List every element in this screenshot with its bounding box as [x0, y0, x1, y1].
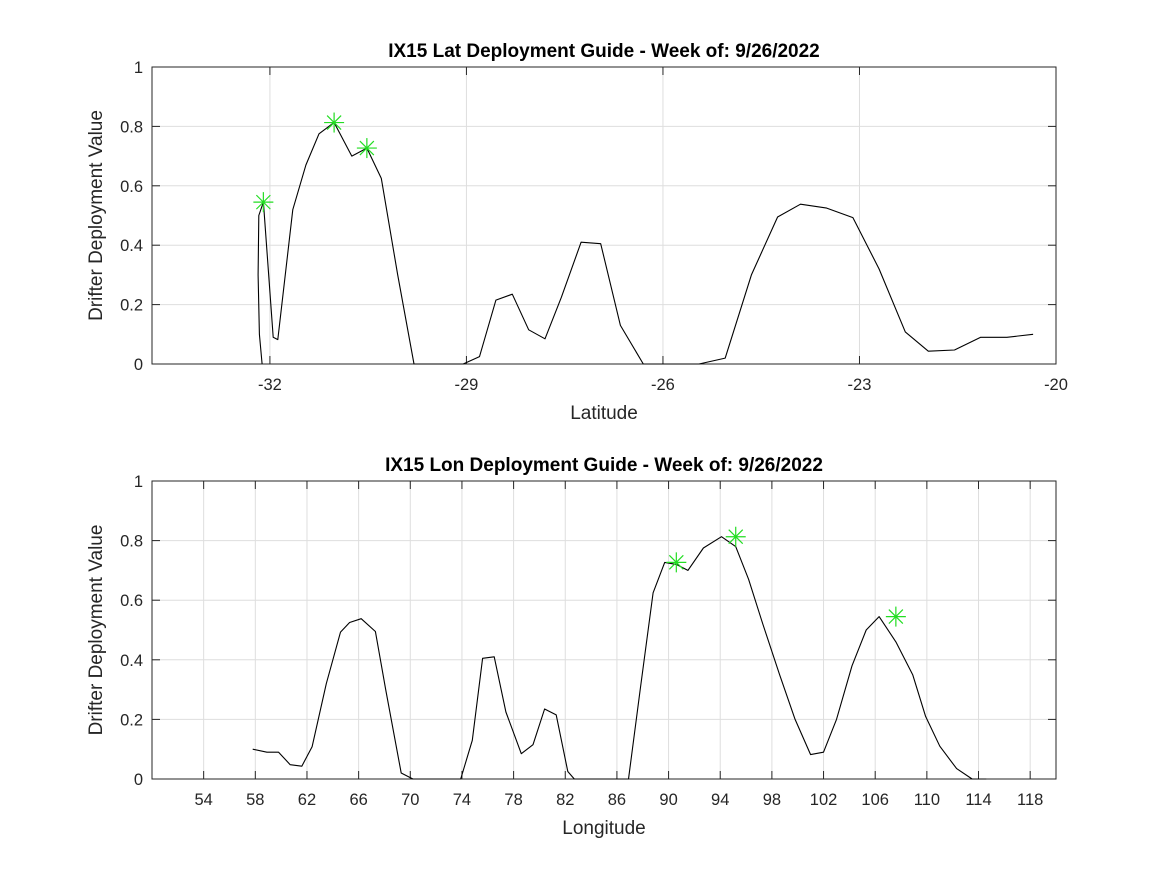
lat-y-axis-label: Drifter Deployment Value [86, 110, 107, 321]
lat-plot-area [152, 67, 1056, 364]
lon-x-tick-label: 54 [194, 791, 212, 809]
lon-x-tick-label: 78 [504, 791, 522, 809]
lon-x-tick-label: 74 [453, 791, 471, 809]
lat-x-axis-label: Latitude [570, 403, 638, 424]
lon-x-tick-label: 58 [246, 791, 264, 809]
lon-x-tick-label: 82 [556, 791, 574, 809]
lon-x-axis-label: Longitude [562, 818, 645, 839]
lat-y-tick-label: 0 [134, 356, 143, 374]
lon-y-tick-label: 0 [134, 771, 143, 789]
lon-x-tick-label: 62 [298, 791, 316, 809]
lat-x-tick-label: -32 [258, 376, 282, 394]
lon-y-tick-label: 1 [134, 473, 143, 491]
lat-x-tick-label: -29 [455, 376, 479, 394]
lat-y-tick-label: 0.2 [120, 297, 143, 315]
lon-x-tick-label: 90 [659, 791, 677, 809]
lon-plot-area [152, 481, 1056, 779]
lat-x-tick-label: -26 [651, 376, 675, 394]
lon-x-tick-label: 118 [1017, 791, 1043, 809]
lon-x-tick-label: 66 [349, 791, 367, 809]
lon-y-tick-label: 0.4 [120, 652, 143, 670]
lat-y-tick-label: 0.6 [120, 178, 143, 196]
lon-y-tick-label: 0.2 [120, 711, 143, 729]
lon-y-tick-label: 0.8 [120, 533, 143, 551]
lat-x-tick-label: -20 [1044, 376, 1068, 394]
lon-x-tick-label: 114 [965, 791, 991, 809]
lon-x-tick-label: 94 [711, 791, 729, 809]
lon-x-tick-label: 70 [401, 791, 419, 809]
lon-deployment-line [252, 536, 987, 780]
lon-peak-star-marker [725, 526, 746, 547]
lat-y-tick-label: 0.4 [120, 237, 143, 255]
lon-chart: 54 58 62 66 70 74 78 82 86 90 94 98 102 106 110 114 118 0… [86, 455, 1057, 839]
lat-y-tick-label: 0.8 [120, 118, 143, 136]
lon-y-tick-label: 0.6 [120, 592, 143, 610]
lat-peak-star-marker [356, 138, 377, 159]
lon-x-tick-label: 106 [861, 791, 889, 809]
lat-peak-star-marker [253, 192, 274, 213]
lat-y-tick-label: 1 [134, 59, 143, 77]
lon-peak-star-marker [666, 552, 687, 573]
lon-x-tick-label: 98 [763, 791, 781, 809]
lat-chart-title: IX15 Lat Deployment Guide - Week of: 9/2… [388, 41, 820, 62]
lat-deployment-line [257, 121, 1034, 365]
lon-chart-title: IX15 Lon Deployment Guide - Week of: 9/2… [385, 455, 823, 476]
lat-chart: -32 -29 -26 -23 -20 0 0.2 0.4 0.6 0.8 1 IX15 Lat De… [86, 41, 1068, 424]
lon-x-tick-label: 102 [810, 791, 838, 809]
lon-x-tick-label: 86 [608, 791, 626, 809]
lon-y-axis-label: Drifter Deployment Value [86, 525, 107, 736]
lon-x-tick-label: 110 [914, 791, 940, 809]
lat-peak-star-marker [324, 112, 345, 133]
lon-peak-star-marker [885, 606, 906, 627]
lat-x-tick-label: -23 [848, 376, 872, 394]
lat-axes-box [151, 66, 1057, 365]
